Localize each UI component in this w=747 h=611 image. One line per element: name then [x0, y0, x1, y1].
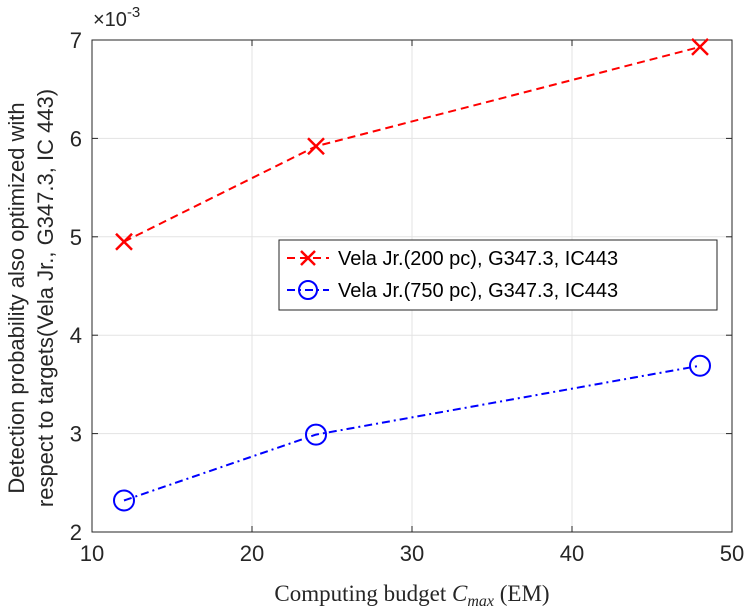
x-tick-label: 40 — [560, 541, 584, 566]
data-point-circle-marker — [113, 489, 135, 512]
series-2 — [113, 354, 711, 512]
axis-ticks: 10 20 30 40 50 2 3 4 5 6 7 — [70, 28, 744, 566]
legend-marker-x — [300, 250, 316, 266]
y-exponent-label: ×10-3 — [93, 4, 140, 31]
y-tick-label: 5 — [70, 225, 82, 250]
x-axis-title-symbol: C — [452, 581, 468, 606]
data-point-x-marker — [691, 38, 709, 56]
data-point-circle-marker — [689, 354, 711, 377]
legend-marker-circle — [298, 280, 318, 300]
legend: Vela Jr.(200 pc), G347.3, IC443 Vela Jr.… — [278, 239, 718, 311]
series-2-line — [123, 364, 701, 502]
y-tick-label: 3 — [70, 422, 82, 447]
y-axis-title-line-2: respect to targets(Vela Jr., G347.3, IC … — [33, 89, 58, 507]
x-axis-title-subscript: max — [467, 593, 494, 610]
x-tick-label: 30 — [400, 541, 424, 566]
series-group — [113, 38, 711, 512]
y-tick-label: 6 — [70, 126, 82, 151]
y-tick-label: 7 — [70, 28, 82, 53]
legend-label-2: Vela Jr.(750 pc), G347.3, IC443 — [338, 280, 618, 302]
legend-box — [278, 239, 718, 311]
data-point-x-marker — [115, 232, 133, 251]
x-tick-label: 10 — [80, 541, 104, 566]
x-tick-label: 50 — [720, 541, 744, 566]
legend-entry-2: Vela Jr.(750 pc), G347.3, IC443 — [287, 280, 618, 302]
y-exponent-power: -3 — [127, 4, 140, 21]
y-tick-label: 2 — [70, 520, 82, 545]
x-tick-label: 20 — [240, 541, 264, 566]
x-axis-title-suffix: (EM) — [494, 581, 550, 606]
legend-entry-1: Vela Jr.(200 pc), G347.3, IC443 — [287, 248, 618, 270]
data-point-x-marker — [307, 137, 325, 156]
y-axis-title-line-1: Detection probability also optimized wit… — [4, 102, 29, 493]
y-exponent-base: ×10 — [93, 9, 127, 31]
legend-label-1: Vela Jr.(200 pc), G347.3, IC443 — [338, 248, 618, 270]
series-1 — [115, 38, 709, 251]
data-point-circle-marker — [305, 423, 327, 446]
y-tick-label: 4 — [70, 323, 82, 348]
x-axis-title: Computing budget Cmax (EM) — [274, 581, 549, 610]
x-axis-title-prefix: Computing budget — [274, 581, 452, 606]
y-axis-title: Detection probability also optimized wit… — [4, 89, 58, 507]
